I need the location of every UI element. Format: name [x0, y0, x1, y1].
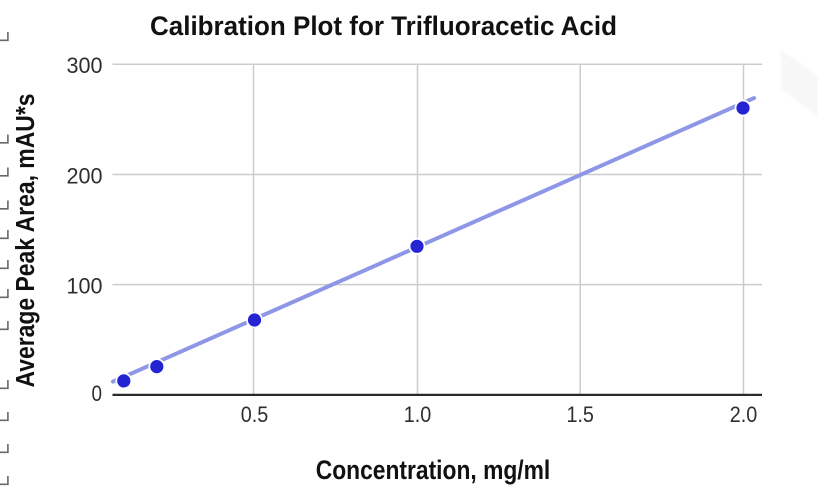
svg-text:2.0: 2.0 — [730, 402, 758, 427]
svg-text:200: 200 — [67, 163, 103, 188]
svg-text:300: 300 — [67, 53, 103, 78]
svg-text:0.5: 0.5 — [241, 402, 269, 427]
svg-text:0: 0 — [92, 381, 103, 406]
svg-text:Average Peak Area, mAU*s: Average Peak Area, mAU*s — [12, 94, 40, 388]
svg-text:100: 100 — [67, 273, 103, 298]
svg-text:Concentration, mg/ml: Concentration, mg/ml — [316, 455, 551, 485]
svg-text:1.0: 1.0 — [404, 402, 432, 427]
svg-text:1.5: 1.5 — [566, 402, 594, 427]
svg-text:Calibration Plot for Trifluora: Calibration Plot for Trifluoracetic Acid — [150, 11, 617, 41]
